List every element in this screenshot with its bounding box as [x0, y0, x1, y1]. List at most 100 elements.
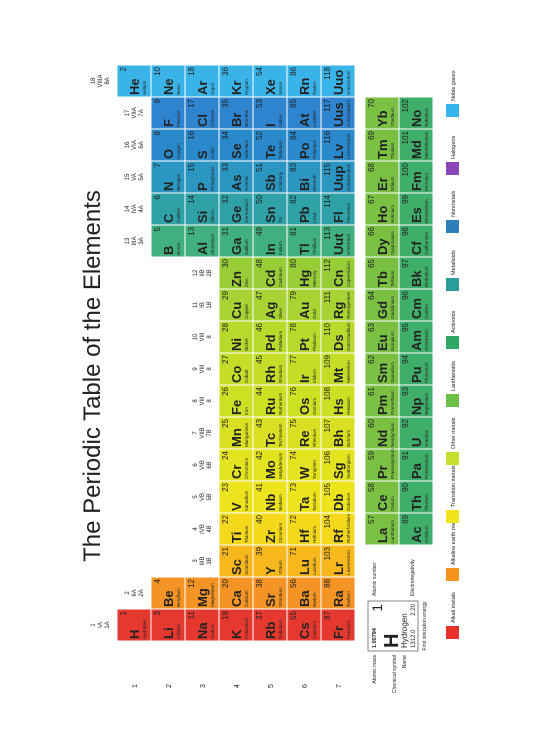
- cell-bg: [151, 609, 185, 641]
- symbol: Ne: [161, 78, 176, 95]
- element-name: Barium: [312, 592, 317, 607]
- cell-bg: [321, 481, 355, 513]
- element-name: Cobalt: [244, 369, 249, 383]
- atomic-number: 44: [255, 386, 264, 395]
- atomic-number: 9: [153, 98, 162, 103]
- element-name: Argon: [210, 82, 215, 95]
- cell-bg: [399, 513, 433, 545]
- atomic-number: 74: [289, 450, 298, 459]
- symbol: Pt: [297, 337, 312, 351]
- group-label: 16: [125, 141, 131, 148]
- symbol: Cs: [297, 622, 312, 639]
- element-name: Ununpentium: [346, 164, 351, 191]
- legend-swatch: [446, 394, 459, 407]
- element-cell: 57 La Lanthanum: [365, 513, 399, 545]
- cell-bg: [321, 449, 355, 481]
- key-label: First ionization energy: [422, 601, 428, 650]
- atomic-number: 22: [221, 514, 230, 523]
- element-cell: 78 Pt Platinum: [287, 321, 321, 353]
- element-name: Niobium: [278, 494, 283, 511]
- cell-bg: [399, 129, 433, 161]
- landscape: The Periodic Table of the Elements 11H Hy…: [79, 65, 459, 693]
- cell-bg: [219, 257, 253, 289]
- group-label: 8A: [105, 77, 111, 84]
- element-name: Chromium: [244, 458, 249, 479]
- cell-bg: [219, 385, 253, 417]
- element-name: Zirconium: [278, 523, 283, 543]
- atomic-number: 25: [221, 418, 230, 427]
- legend-swatch: [446, 336, 459, 349]
- element-name: Radium: [346, 591, 351, 607]
- element-name: Dysprosium: [390, 231, 395, 255]
- cell-bg: [151, 225, 185, 257]
- element-cell: 89 Ac Actinium: [399, 513, 433, 545]
- symbol: Al: [195, 242, 210, 255]
- group-label: VIII: [200, 332, 206, 341]
- element-cell: 6 C Carbon: [151, 193, 185, 225]
- symbol: Lv: [331, 143, 346, 159]
- element-cell: 50 Sn Tin: [253, 193, 287, 225]
- element-name: Vanadium: [244, 490, 249, 511]
- key-ionization: 1312.0: [411, 629, 417, 648]
- element-cell: 37 Rb Rubidium: [253, 609, 287, 641]
- cell-bg: [185, 577, 219, 609]
- atomic-number: 5: [153, 226, 162, 231]
- element-cell: 8 O Oxygen: [151, 129, 185, 161]
- element-name: Ytterbium: [390, 107, 395, 127]
- element-cell: 64 Gd Gadolinium: [365, 289, 399, 321]
- group-label: 5: [193, 495, 199, 499]
- element-name: Nitrogen: [176, 173, 181, 191]
- atomic-number: 88: [323, 578, 332, 587]
- element-cell: 7 N Nitrogen: [151, 161, 185, 193]
- cell-bg: [321, 545, 355, 577]
- atomic-number: 64: [367, 290, 376, 299]
- atomic-number: 7: [153, 162, 162, 167]
- key-label: Name: [402, 655, 408, 669]
- cell-bg: [399, 385, 433, 417]
- group-label: 15: [125, 173, 131, 180]
- group-label: VIII: [200, 396, 206, 405]
- cell-bg: [117, 609, 151, 641]
- legend-label: Noble gases: [451, 70, 457, 101]
- element-name: Rutherfordium: [346, 514, 351, 543]
- element-cell: 66 Dy Dysprosium: [365, 225, 399, 257]
- element-name: Protactinium: [424, 453, 429, 479]
- atomic-number: 58: [367, 482, 376, 491]
- key-number: 1: [369, 604, 385, 612]
- element-cell: 31 Ga Gallium: [219, 225, 253, 257]
- element-name: Helium: [142, 81, 147, 95]
- atomic-number: 11: [187, 610, 196, 619]
- atomic-number: 103: [323, 546, 332, 560]
- atomic-number: 23: [221, 482, 230, 491]
- cell-bg: [321, 513, 355, 545]
- symbol: Pd: [263, 334, 278, 351]
- atomic-number: 59: [367, 450, 376, 459]
- element-cell: 21 Sc Scandium: [219, 545, 253, 577]
- symbol: Rg: [331, 302, 346, 319]
- element-cell: 58 Ce Cerium: [365, 481, 399, 513]
- element-name: Gold: [312, 309, 317, 319]
- key-box: [367, 600, 419, 652]
- element-cell: 115 Uup Ununpentium: [321, 161, 355, 193]
- atomic-number: 31: [221, 226, 230, 235]
- cell-bg: [399, 161, 433, 193]
- group-label: VIII: [200, 364, 206, 373]
- legend-swatch: [446, 568, 459, 581]
- element-cell: 10 Ne Neon: [151, 65, 185, 97]
- group-label: VA: [132, 173, 138, 181]
- element-cell: 97 Bk Berkelium: [399, 257, 433, 289]
- symbol: Pu: [409, 366, 424, 383]
- element-name: Yttrium: [278, 560, 283, 575]
- symbol: Ar: [195, 81, 210, 95]
- symbol: Fm: [409, 172, 424, 192]
- element-name: Berkelium: [424, 266, 429, 287]
- element-name: Actinium: [424, 525, 429, 543]
- group-label: 7A: [139, 109, 145, 116]
- element-name: Phosphorus: [210, 166, 215, 191]
- symbol: Sm: [375, 363, 390, 383]
- element-name: Chlorine: [210, 109, 215, 127]
- atomic-number: 100: [401, 162, 410, 176]
